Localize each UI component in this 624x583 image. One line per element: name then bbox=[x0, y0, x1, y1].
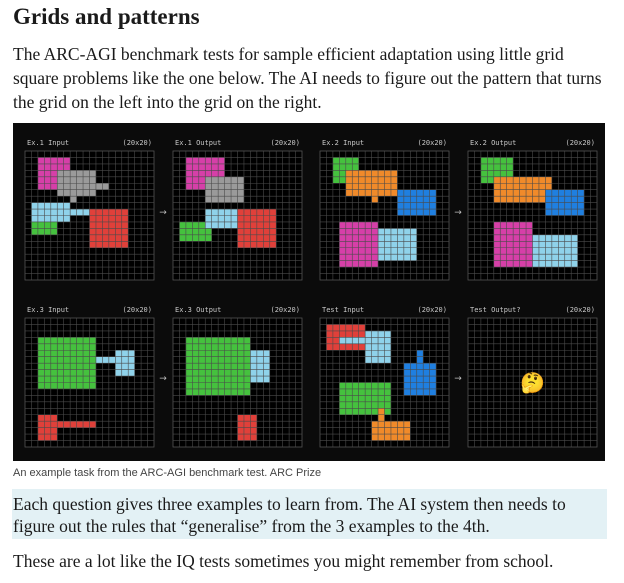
transform-arrow-icon: → bbox=[454, 208, 462, 218]
thinking-face-icon: 🤔 bbox=[520, 372, 545, 395]
ex2-input-cell-block bbox=[371, 196, 379, 203]
ex3-output-grid-lines bbox=[173, 318, 302, 447]
transform-arrow-icon: → bbox=[454, 374, 462, 384]
closing-paragraph: These are a lot like the IQ tests someti… bbox=[13, 551, 554, 571]
highlight-text: Each question gives three examples to le… bbox=[13, 494, 566, 536]
test-output-grid-lines bbox=[468, 318, 597, 447]
ex2-input-size: (20x20) bbox=[417, 139, 447, 147]
test-output-label: Test Output? bbox=[470, 306, 521, 314]
test-input-label: Test Input bbox=[322, 306, 364, 314]
ex3-input-grid-lines bbox=[25, 318, 154, 447]
ex1-output-label: Ex.1 Output bbox=[175, 139, 221, 147]
ex2-output-size: (20x20) bbox=[565, 139, 595, 147]
ex1-output-grid-lines bbox=[173, 151, 302, 280]
ex3-output-size: (20x20) bbox=[270, 306, 300, 314]
ex2-output-cell-block bbox=[532, 234, 578, 268]
ex2-input-label: Ex.2 Input bbox=[322, 139, 364, 147]
ex3-output-label: Ex.3 Output bbox=[175, 306, 221, 314]
test-input-cell-block bbox=[339, 337, 372, 344]
transform-arrow-icon: → bbox=[159, 374, 167, 384]
ex1-input-grid-lines bbox=[25, 151, 154, 280]
ex1-input-label: Ex.1 Input bbox=[27, 139, 69, 147]
highlight-box: Each question gives three examples to le… bbox=[12, 489, 607, 539]
test-output-size: (20x20) bbox=[565, 306, 595, 314]
ex1-input-size: (20x20) bbox=[122, 139, 152, 147]
test-input-grid-lines bbox=[320, 318, 449, 447]
figure-caption: An example task from the ARC-AGI benchma… bbox=[13, 467, 322, 479]
transform-arrow-icon: → bbox=[159, 208, 167, 218]
ex1-output-size: (20x20) bbox=[270, 139, 300, 147]
intro-paragraph: The ARC-AGI benchmark tests for sample e… bbox=[13, 44, 602, 112]
test-input-cell-block bbox=[403, 363, 437, 396]
ex1-output-cell-block bbox=[179, 221, 212, 242]
ex2-output-grid-lines bbox=[468, 151, 597, 280]
ex2-output-label: Ex.2 Output bbox=[470, 139, 516, 147]
section-heading: Grids and patterns bbox=[13, 4, 200, 29]
ex3-input-label: Ex.3 Input bbox=[27, 306, 69, 314]
ex3-input-size: (20x20) bbox=[122, 306, 152, 314]
ex2-input-grid-lines bbox=[320, 151, 449, 280]
ex3-output-cell-block bbox=[250, 350, 270, 383]
arc-task-figure: Ex.1 Input (20x20) Ex.1 Output (20x20) Ex.2 … bbox=[13, 123, 605, 461]
test-input-size: (20x20) bbox=[417, 306, 447, 314]
arc-grids-svg: Ex.1 Input (20x20) Ex.1 Output (20x20) Ex.2 … bbox=[24, 139, 598, 448]
